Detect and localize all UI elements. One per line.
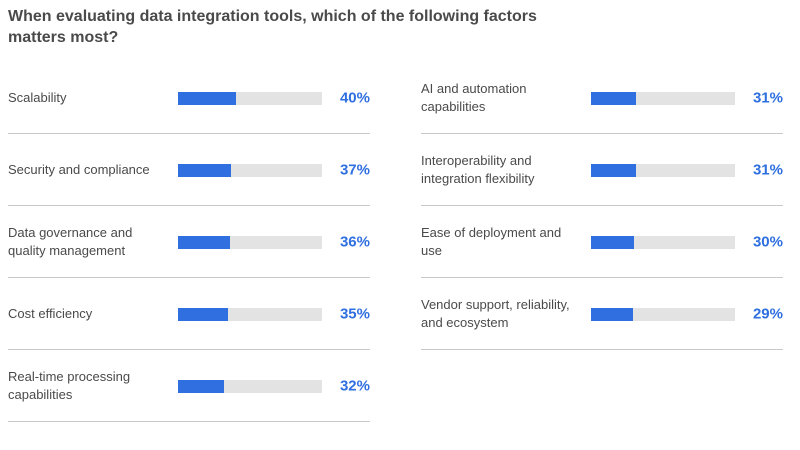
factor-row: Real-time processing capabilities 32% [8,350,370,422]
bar-track [178,91,322,105]
bar [178,163,232,177]
factor-row: AI and automation capabilities 31% [421,62,783,134]
value-label: 35% [339,305,370,322]
bar-track [178,379,322,393]
bar [178,379,225,393]
bar-track [178,163,322,177]
factor-label: Security and compliance [8,161,150,177]
factor-label: Interoperability and integration flexibi… [421,152,535,186]
factor-label: Data governance and quality management [8,224,133,258]
factor-row: Vendor support, reliability, and ecosyst… [421,278,783,350]
value-label: 29% [752,305,783,322]
value-label: 31% [752,161,783,178]
value-label: 36% [339,233,370,250]
factor-row: Interoperability and integration flexibi… [421,134,783,206]
value-label: 32% [339,377,370,394]
chart-title: When evaluating data integration tools, … [8,8,537,46]
factor-row: Ease of deployment and use 30% [421,206,783,278]
bar [178,91,236,105]
factor-label: Real-time processing capabilities [8,368,131,402]
bar [591,235,635,249]
bar [178,307,229,321]
bar [591,307,633,321]
bar-track [591,235,735,249]
bar [591,163,636,177]
factor-row: Scalability 40% [8,62,370,134]
value-label: 40% [339,89,370,106]
bar-track [591,163,735,177]
bar [178,235,230,249]
factor-label: Scalability [8,89,67,105]
right-column: AI and automation capabilities 31% Inter… [421,62,783,350]
value-label: 37% [339,161,370,178]
bar-track [178,235,322,249]
factor-row: Cost efficiency 35% [8,278,370,350]
factor-row: Data governance and quality management 3… [8,206,370,278]
bar [591,91,636,105]
factor-label: Cost efficiency [8,305,93,321]
factor-label: AI and automation capabilities [421,80,527,114]
factor-label: Vendor support, reliability, and ecosyst… [421,296,570,330]
factor-label: Ease of deployment and use [421,224,562,258]
value-label: 30% [752,233,783,250]
factor-row: Security and compliance 37% [8,134,370,206]
value-label: 31% [752,89,783,106]
bar-track [178,307,322,321]
bar-track [591,91,735,105]
left-column: Scalability 40% Security and compliance … [8,62,370,422]
bar-track [591,307,735,321]
